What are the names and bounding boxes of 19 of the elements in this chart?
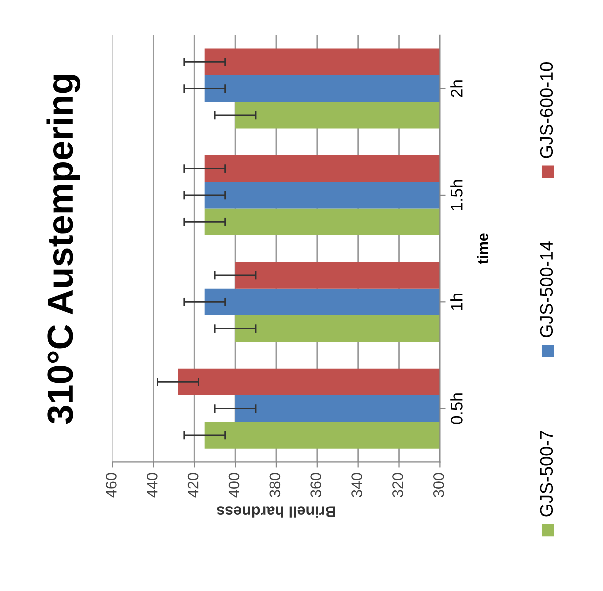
text: GJS-500-7: [540, 431, 554, 517]
x-tick-label: 360: [310, 473, 322, 498]
x-tick-label: 340: [352, 473, 362, 498]
x-tick-label: 300: [433, 473, 444, 498]
y-tick-label: 0.5h: [450, 394, 463, 424]
text: GJS-500-14: [540, 242, 554, 338]
x-tick-label: 320: [392, 473, 404, 498]
y-tick-label: 1h: [450, 294, 463, 310]
y-tick-label: 1.5h: [450, 180, 463, 210]
x-axis-title: Brinell hardness: [217, 506, 336, 518]
x-tick-label: 400: [228, 473, 240, 498]
x-tick-label: 440: [146, 473, 158, 498]
y-axis-title: time: [477, 234, 488, 264]
text: 310°C Austempering: [46, 75, 81, 424]
x-tick-label: 420: [188, 473, 199, 498]
y-tick-label: 2h: [450, 80, 463, 98]
x-tick-label: 380: [270, 473, 281, 498]
text: GJS-600-10: [540, 62, 554, 158]
x-tick-label: 460: [106, 473, 117, 498]
